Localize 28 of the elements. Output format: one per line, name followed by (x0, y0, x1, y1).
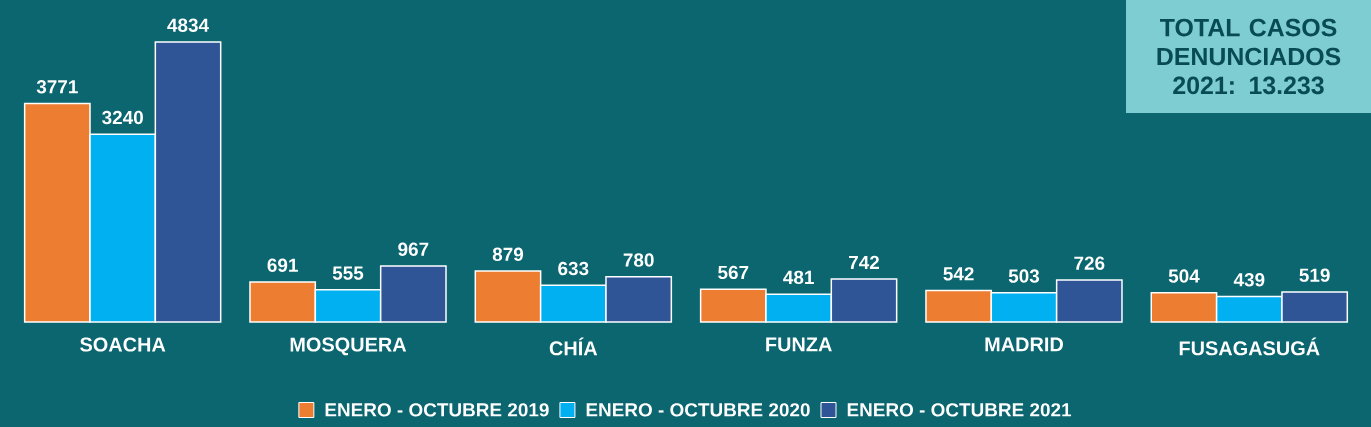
data-label: 439 (1233, 273, 1265, 287)
x-tick-label: SOACHA (80, 337, 166, 352)
data-label: 503 (1008, 269, 1040, 283)
legend-label: ENERO - OCTUBRE 2020 (586, 403, 810, 417)
x-tick-label: FUNZA (766, 337, 832, 352)
data-label: 633 (558, 261, 589, 276)
legend-label: ENERO - OCTUBRE 2019 (325, 403, 549, 417)
data-label: 726 (1074, 256, 1105, 270)
annotation: TOTAL CASOS DENUNCIADOS 2021: 13.233 (1157, 18, 1341, 95)
data-label: 555 (332, 266, 364, 280)
data-label: 4834 (167, 18, 209, 32)
data-label: 742 (849, 255, 880, 269)
data-label: 691 (267, 258, 298, 272)
data-label: 780 (623, 253, 654, 267)
data-label: 519 (1299, 268, 1330, 282)
x-tick-label: FUSAGASUGÁ (1179, 337, 1320, 356)
data-label: 481 (783, 270, 814, 285)
data-label: 879 (492, 247, 524, 262)
data-label: 504 (1168, 269, 1200, 283)
x-tick-label: MADRID (985, 337, 1063, 352)
data-label: 542 (943, 267, 974, 281)
x-tick-label: CHÍA (549, 337, 598, 356)
x-tick-label: MOSQUERA (290, 337, 407, 356)
data-label: 3240 (102, 110, 143, 125)
legend-label: ENERO - OCTUBRE 2021 (847, 403, 1072, 417)
data-label: 967 (398, 242, 429, 256)
data-label: 3771 (36, 80, 78, 94)
data-label: 567 (718, 265, 749, 280)
